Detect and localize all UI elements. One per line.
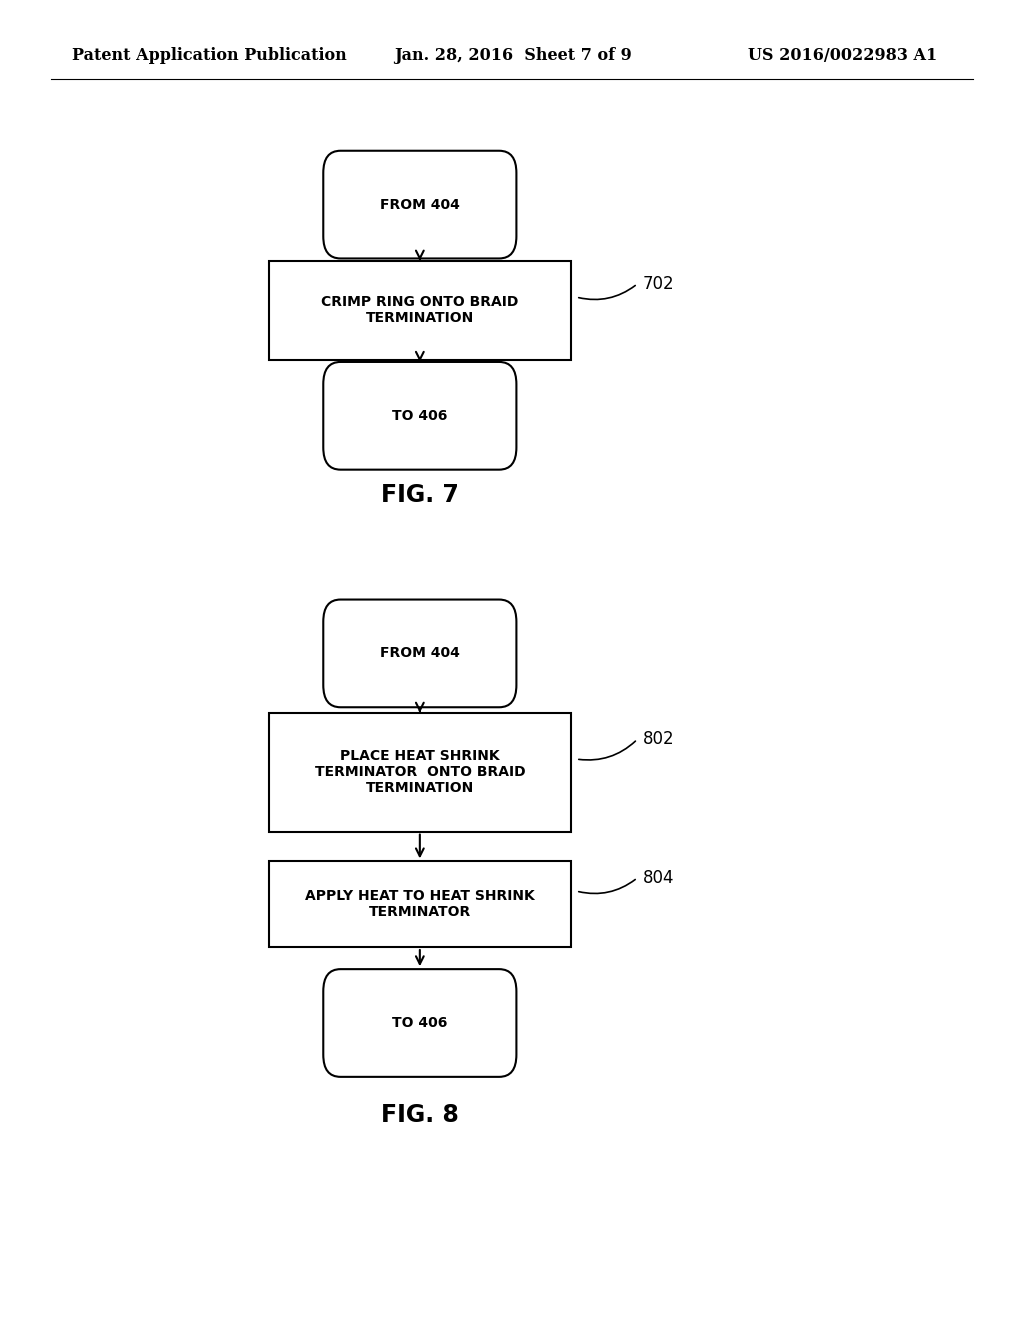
FancyBboxPatch shape xyxy=(324,969,516,1077)
Bar xyxy=(268,713,570,832)
FancyBboxPatch shape xyxy=(324,599,516,708)
Text: FROM 404: FROM 404 xyxy=(380,198,460,211)
Text: 702: 702 xyxy=(643,275,674,293)
Text: APPLY HEAT TO HEAT SHRINK
TERMINATOR: APPLY HEAT TO HEAT SHRINK TERMINATOR xyxy=(305,890,535,919)
Text: Jan. 28, 2016  Sheet 7 of 9: Jan. 28, 2016 Sheet 7 of 9 xyxy=(394,48,632,63)
Text: US 2016/0022983 A1: US 2016/0022983 A1 xyxy=(748,48,937,63)
FancyBboxPatch shape xyxy=(324,150,516,259)
Text: TO 406: TO 406 xyxy=(392,409,447,422)
Text: Patent Application Publication: Patent Application Publication xyxy=(72,48,346,63)
Bar xyxy=(268,862,570,948)
Text: PLACE HEAT SHRINK
TERMINATOR  ONTO BRAID
TERMINATION: PLACE HEAT SHRINK TERMINATOR ONTO BRAID … xyxy=(314,748,525,796)
Text: FROM 404: FROM 404 xyxy=(380,647,460,660)
Text: 804: 804 xyxy=(643,869,674,887)
FancyBboxPatch shape xyxy=(324,362,516,470)
Text: CRIMP RING ONTO BRAID
TERMINATION: CRIMP RING ONTO BRAID TERMINATION xyxy=(322,296,518,325)
Text: 802: 802 xyxy=(643,730,674,748)
Text: TO 406: TO 406 xyxy=(392,1016,447,1030)
Bar xyxy=(268,261,570,359)
Text: FIG. 8: FIG. 8 xyxy=(381,1104,459,1127)
Text: FIG. 7: FIG. 7 xyxy=(381,483,459,507)
